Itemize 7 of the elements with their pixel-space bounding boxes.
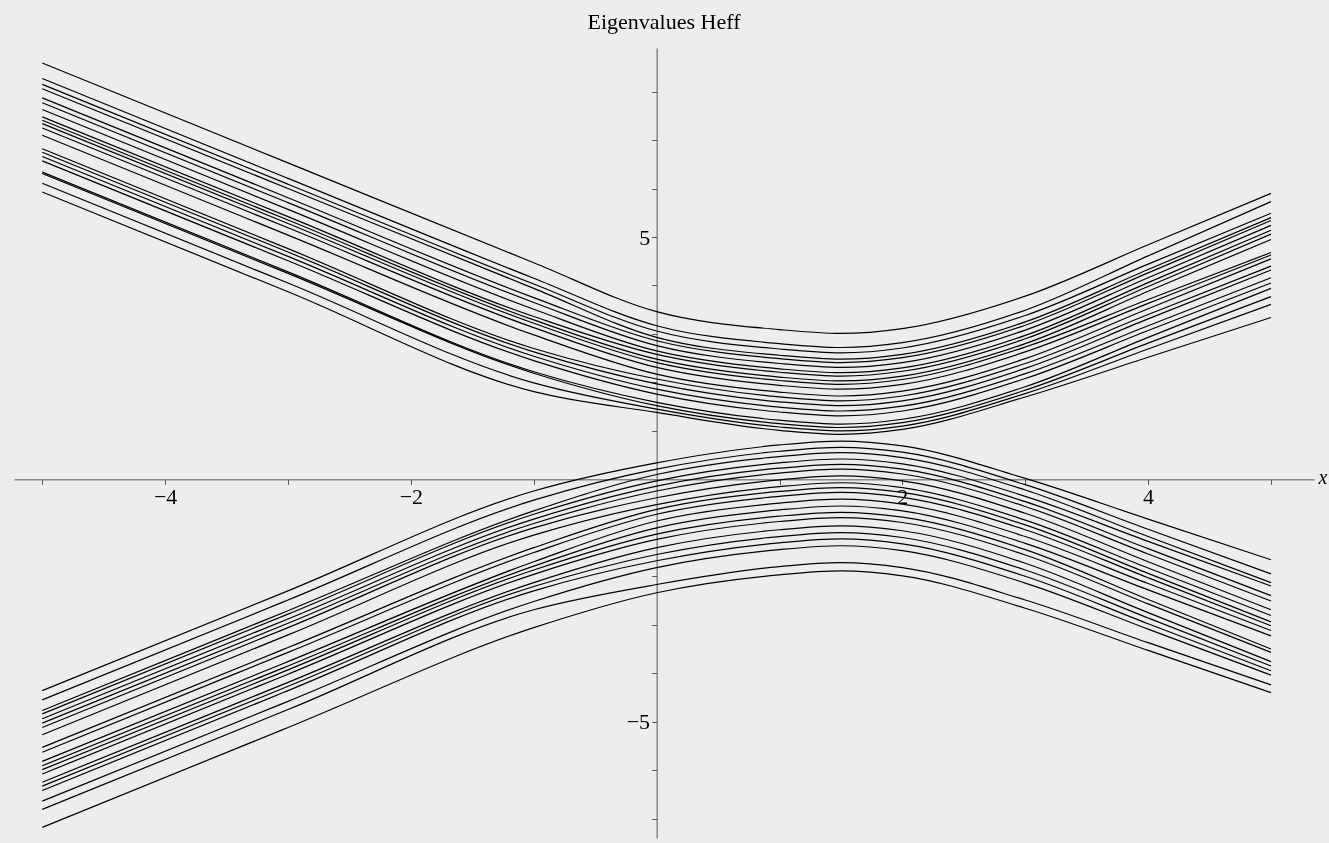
x-tick-label: 4	[1143, 483, 1155, 509]
x-tick-label: −4	[153, 483, 178, 509]
y-tick-label: 5	[639, 224, 651, 250]
y-tick-label: −5	[626, 709, 651, 735]
chart-title: Eigenvalues Heff	[587, 9, 742, 34]
x-axis-title: x	[1317, 465, 1328, 488]
x-tick-label: −2	[399, 483, 424, 509]
